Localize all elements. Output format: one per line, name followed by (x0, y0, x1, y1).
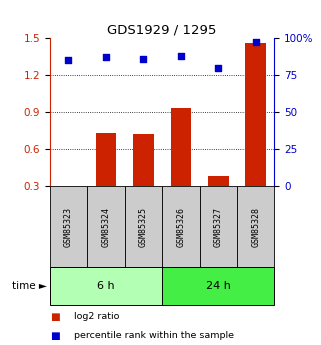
Bar (133, 134, 154, 186)
Bar (87, 186, 125, 267)
Text: GSM85324: GSM85324 (101, 207, 110, 247)
Text: 6 h: 6 h (97, 282, 115, 291)
Bar (50, 267, 162, 305)
Text: log2 ratio: log2 ratio (74, 312, 119, 321)
Text: ■: ■ (50, 312, 59, 322)
Text: GSM85328: GSM85328 (251, 207, 260, 247)
Point (216, 65, 221, 70)
Title: GDS1929 / 1295: GDS1929 / 1295 (108, 24, 217, 37)
Text: ■: ■ (50, 331, 59, 341)
Text: GSM85323: GSM85323 (64, 207, 73, 247)
Point (141, 56, 146, 61)
Bar (50, 186, 87, 267)
Text: GSM85327: GSM85327 (214, 207, 223, 247)
Bar (237, 186, 274, 267)
Point (103, 55, 108, 60)
Point (253, 40, 258, 45)
Bar (200, 186, 237, 267)
Text: GSM85325: GSM85325 (139, 207, 148, 247)
Bar (162, 186, 200, 267)
Text: percentile rank within the sample: percentile rank within the sample (74, 331, 234, 340)
Text: GSM85326: GSM85326 (176, 207, 185, 247)
Text: 24 h: 24 h (206, 282, 231, 291)
Point (178, 53, 183, 59)
Bar (162, 267, 274, 305)
Bar (170, 108, 191, 186)
Bar (246, 43, 266, 186)
Bar (208, 176, 229, 186)
Bar (96, 133, 116, 186)
Text: time ►: time ► (12, 282, 47, 291)
Point (66, 57, 71, 63)
Bar (125, 186, 162, 267)
